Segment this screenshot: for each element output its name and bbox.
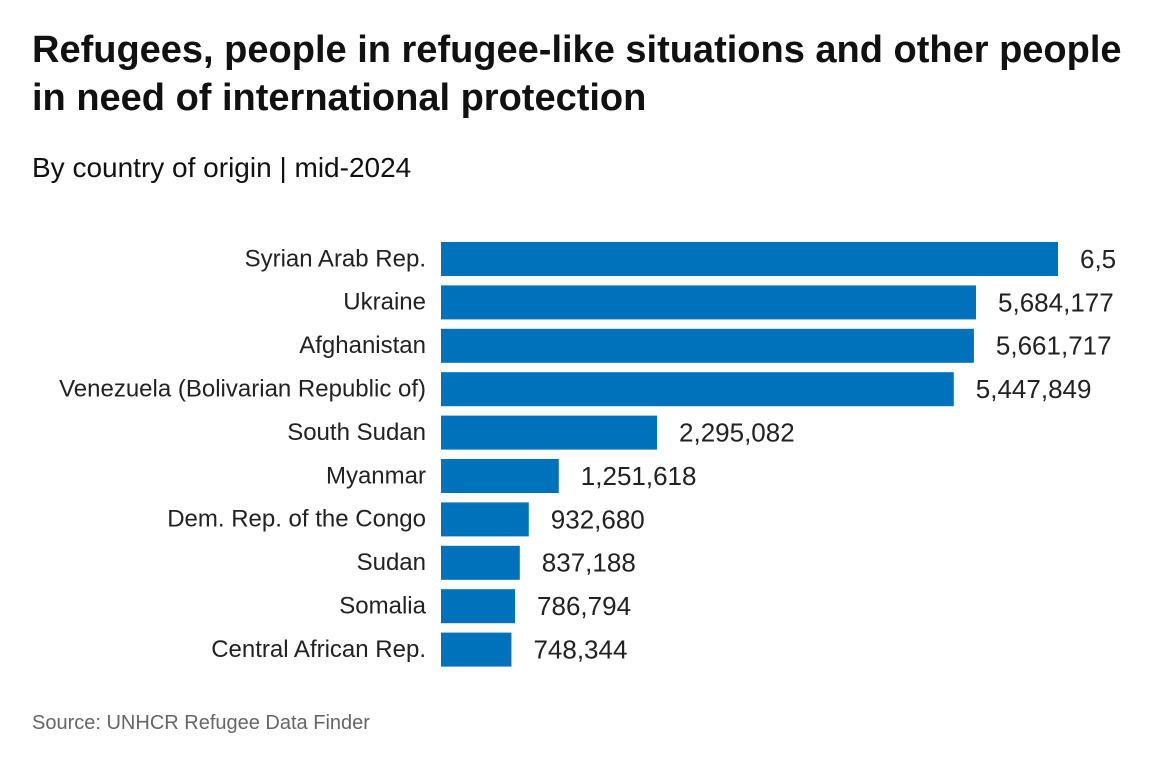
data-label: 5,661,717 (996, 331, 1112, 361)
data-label: 6,5 (1080, 244, 1116, 274)
category-label: Central African Rep. (211, 636, 426, 663)
bar (441, 372, 954, 407)
category-label: Venezuela (Bolivarian Republic of) (59, 376, 426, 403)
category-label: Sudan (357, 549, 426, 576)
source-note: Source: UNHCR Refugee Data Finder (32, 712, 370, 734)
category-label: Somalia (339, 593, 426, 620)
data-label: 5,684,177 (998, 287, 1114, 317)
data-label: 786,794 (537, 591, 631, 621)
bar (441, 632, 512, 667)
bar (441, 242, 1058, 276)
data-label: 5,447,849 (976, 374, 1092, 404)
category-label: Dem. Rep. of the Congo (167, 506, 426, 533)
bar (441, 545, 520, 580)
data-label: 748,344 (533, 634, 627, 664)
data-label: 2,295,082 (679, 417, 795, 447)
category-label: Ukraine (343, 289, 426, 316)
category-label: Afghanistan (299, 332, 426, 359)
bar (441, 328, 974, 363)
chart-title: Refugees, people in refugee-like situati… (32, 29, 1122, 119)
data-label: 1,251,618 (581, 461, 697, 491)
bar (441, 502, 529, 537)
bar (441, 415, 658, 450)
category-label: Myanmar (326, 462, 426, 489)
bar (441, 285, 977, 320)
category-label: Syrian Arab Rep. (245, 245, 426, 272)
bar (441, 459, 559, 493)
data-label: 837,188 (542, 548, 636, 578)
chart-subtitle: By country of origin | mid-2024 (32, 152, 412, 183)
data-label: 932,680 (551, 504, 645, 534)
category-label: South Sudan (287, 419, 426, 446)
bar (441, 589, 516, 624)
